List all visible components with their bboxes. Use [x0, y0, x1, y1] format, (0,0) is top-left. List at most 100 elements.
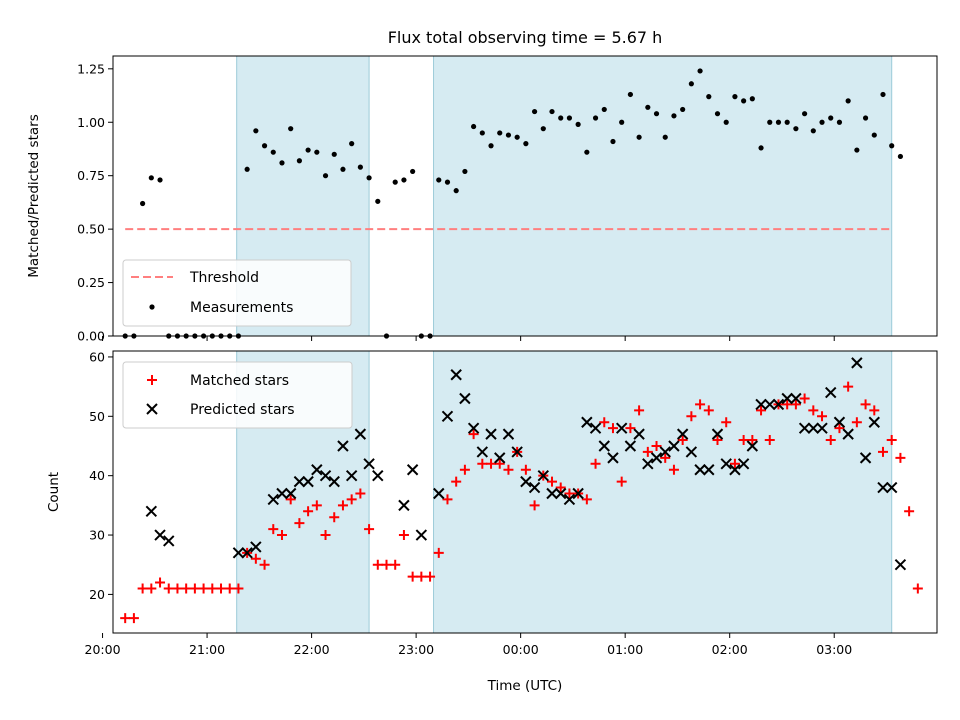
measurement-point: [401, 177, 407, 183]
y-tick-label: 0.50: [77, 222, 105, 237]
predicted-star-point: [528, 481, 541, 494]
matched-star-point: [181, 583, 192, 594]
matched-star-point: [416, 571, 427, 582]
measurement-point: [601, 106, 607, 113]
measurement-point: [340, 166, 346, 172]
legend-measurement-label: Measurements: [190, 300, 293, 316]
matched-star-point: [904, 506, 915, 517]
matched-star-point: [198, 583, 209, 594]
matched-star-point: [668, 464, 679, 475]
matched-star-point: [311, 500, 322, 511]
matched-star-point: [634, 405, 645, 416]
predicted-star-point: [398, 499, 410, 512]
x-tick-label: 21:00: [189, 642, 225, 657]
measurement-point: [889, 143, 895, 149]
matched-star-point: [233, 583, 244, 594]
measurement-point: [288, 126, 294, 132]
predicted-star-point: [354, 428, 367, 440]
measurement-point: [270, 149, 276, 155]
predicted-star-point: [232, 547, 245, 559]
measurement-point: [305, 147, 311, 153]
matched-star-point: [729, 458, 740, 469]
measurement-point: [436, 177, 442, 183]
matched-star-point: [607, 423, 618, 434]
x-tick-label: 03:00: [816, 642, 852, 657]
measurement-point: [775, 119, 782, 125]
matched-star-point: [250, 553, 261, 564]
predicted-star-point: [720, 458, 732, 470]
matched-star-point: [564, 488, 575, 499]
matched-star-point: [276, 530, 287, 541]
measurement-point: [854, 147, 860, 153]
matched-star-point: [547, 476, 558, 487]
predicted-star-point: [319, 469, 332, 482]
predicted-star-point: [807, 422, 820, 434]
measurement-point: [793, 126, 799, 132]
count-panel: 20 30 40 50 60 20:00 21:00 22:00 23:00 00:00 01:00…: [46, 349, 938, 657]
predicted-star-point: [694, 464, 706, 476]
predicted-star-point: [250, 541, 262, 553]
legend-frame: [122, 259, 352, 327]
predicted-star-point: [345, 469, 358, 482]
predicted-star-point: [581, 416, 593, 428]
matched-star-point: [303, 506, 314, 517]
matched-star-point: [686, 411, 697, 422]
matched-star-point: [390, 559, 401, 570]
y-tick-label: 0.75: [77, 168, 105, 183]
predicted-star-point: [711, 428, 724, 440]
predicted-star-point: [537, 469, 549, 482]
predicted-star-point: [311, 464, 323, 476]
measurement-point: [566, 115, 573, 121]
measurement-point: [157, 177, 163, 183]
predicted-star-point: [572, 487, 584, 500]
measurement-point: [148, 175, 154, 181]
predicted-star-point: [293, 475, 306, 488]
matched-star-point: [364, 524, 375, 535]
matched-star-point: [738, 435, 749, 446]
matched-star-point: [433, 547, 444, 558]
measurement-point: [505, 132, 512, 138]
matched-star-point: [425, 571, 436, 582]
predicted-star-point: [885, 481, 898, 494]
shaded-interval: [433, 55, 893, 337]
predicted-star-point: [328, 475, 340, 488]
measurement-point: [514, 134, 520, 140]
matched-star-point: [268, 524, 279, 535]
measurement-point: [540, 126, 546, 132]
legend-matched-label: Matched stars: [190, 373, 289, 389]
matched-star-point: [756, 405, 767, 416]
measurement-point: [636, 134, 642, 140]
matched-star-point: [146, 583, 157, 594]
predicted-star-point: [659, 446, 671, 458]
legend-frame: [122, 361, 353, 429]
matched-star-point: [625, 423, 636, 434]
y-tick-label: 1.25: [77, 61, 105, 76]
predicted-star-point: [284, 487, 297, 500]
predicted-star-point: [476, 446, 489, 458]
matched-star-point: [851, 417, 862, 428]
matched-star-point: [825, 435, 836, 446]
measurement-point: [610, 138, 616, 145]
measurement-point: [349, 141, 355, 147]
predicted-star-point: [894, 559, 907, 571]
matched-star-point: [529, 500, 540, 511]
measurement-point: [314, 149, 320, 155]
predicted-star-point: [842, 428, 854, 440]
predicted-star-point: [502, 428, 515, 440]
predicted-star-point: [833, 416, 846, 428]
predicted-star-point: [868, 416, 880, 428]
measurement-point: [845, 98, 851, 104]
matched-star-point: [695, 399, 706, 410]
predicted-star-point: [851, 357, 863, 369]
matched-star-point: [285, 494, 296, 505]
y-axis-label: Matched/Predicted stars: [26, 114, 42, 277]
y-axis-label: Count: [46, 472, 62, 512]
matched-star-point: [294, 518, 305, 529]
predicted-star-point: [877, 481, 889, 494]
predicted-star-point: [642, 458, 654, 470]
predicted-star-point: [511, 446, 523, 458]
chart-title: Flux total observing time = 5.67 h: [388, 28, 663, 47]
matched-star-point: [590, 458, 601, 469]
predicted-star-point: [668, 440, 680, 452]
matched-star-point: [172, 583, 183, 594]
